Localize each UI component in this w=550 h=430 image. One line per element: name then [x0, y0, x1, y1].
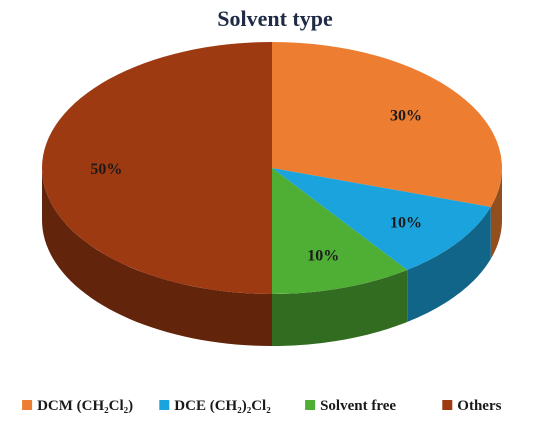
slice-solvent-free [272, 168, 408, 294]
slice-dce-ch-cl [272, 168, 491, 270]
legend-label-solvent-free: Solvent free [320, 398, 396, 414]
legend-swatch-dcm-ch-cl [22, 400, 33, 410]
slice-side-dcm-ch-cl [490, 168, 502, 259]
legend: DCM (CH₂Cl₂) DCE (CH₂)₂Cl₂ Solvent free Oth… [22, 398, 502, 414]
slice-side-solvent-free [272, 269, 408, 346]
legend-label-others: Others [457, 398, 501, 414]
legend-swatch-solvent-free [305, 400, 316, 410]
pie-depth-group [42, 168, 502, 346]
legend-swatch-others [442, 400, 453, 410]
legend-label-dce-ch-cl: DCE (CH₂)₂Cl₂ [174, 398, 271, 414]
slice-side-dce-ch-cl [407, 206, 491, 322]
slice-dcm-ch-cl [272, 42, 502, 207]
legend-swatch-dce-ch-cl [159, 400, 170, 410]
pie-labels-group: 30% 10% 10% 50% [90, 108, 422, 265]
data-label-dcm-ch-cl: 30% [390, 108, 422, 125]
slice-side-others [42, 168, 272, 346]
slice-others [42, 42, 272, 294]
pie-top-group [42, 42, 502, 294]
data-label-dce-ch-cl: 10% [390, 214, 422, 231]
data-label-solvent-free: 10% [307, 247, 339, 264]
chart-title: Solvent type [217, 6, 333, 31]
data-label-others: 50% [90, 161, 122, 178]
legend-label-dcm-ch-cl: DCM (CH₂Cl₂) [37, 398, 133, 414]
